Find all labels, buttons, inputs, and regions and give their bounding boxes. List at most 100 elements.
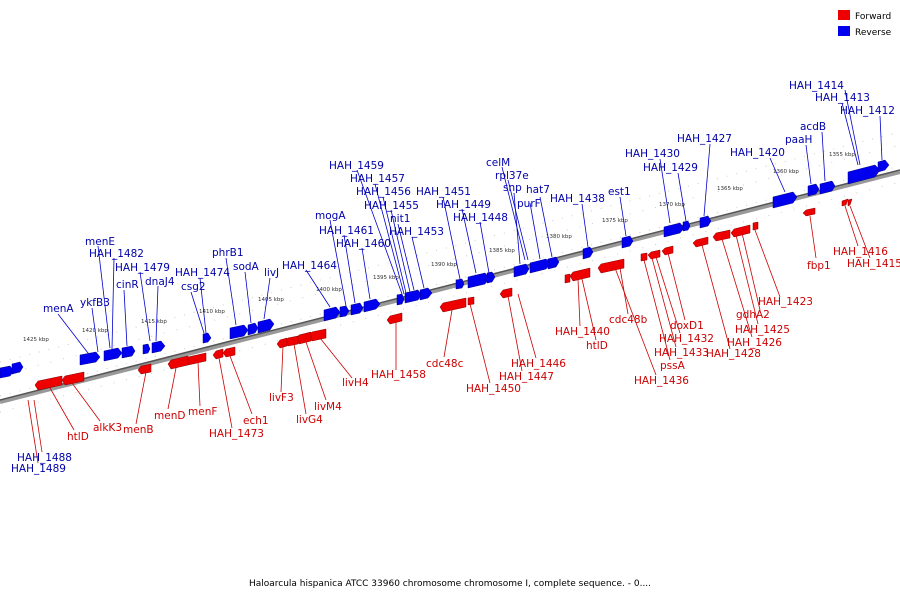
forward-gene-labels: fbp1 HAH_1416 HAH_1415 HAH_1423 gdhA2 HA… — [67, 246, 900, 443]
kbp-label: 1410 kbp — [199, 309, 225, 315]
gene-block — [752, 221, 759, 231]
kbp-label: 1375 kbp — [602, 218, 628, 224]
gene-block — [386, 312, 403, 325]
gene-label: celM — [486, 157, 510, 169]
gene-block — [79, 351, 101, 366]
gene-block — [569, 267, 591, 282]
gene-label: rpl37e — [495, 170, 529, 182]
kbp-label: 1400 kbp — [316, 287, 342, 293]
kbp-label: 1415 kbp — [141, 319, 167, 325]
bottom-left-labels: HAH_1488 HAH_1489 — [11, 452, 72, 475]
gene-block — [819, 180, 836, 195]
gene-block — [142, 343, 151, 355]
gene-label: HAH_1451 — [416, 186, 471, 198]
gene-block — [564, 273, 571, 284]
gene-label: phrB1 — [212, 247, 244, 259]
kbp-label: 1365 kbp — [717, 186, 743, 192]
gene-block — [712, 229, 731, 242]
gene-label: ykfB3 — [80, 297, 110, 309]
kbp-label: 1395 kbp — [373, 275, 399, 281]
gene-label: acdB — [800, 121, 826, 133]
gene-label: HAH_1448 — [453, 212, 508, 224]
gene-block — [529, 258, 551, 274]
gene-label: HAH_1464 — [282, 260, 337, 272]
gene-label: snp — [503, 182, 522, 194]
gene-label: htlD — [586, 340, 608, 352]
gene-label: HAH_1413 — [815, 92, 870, 104]
gene-label: doxD1 — [670, 320, 704, 332]
gene-label: HAH_1457 — [350, 173, 405, 185]
reverse-gene-labels: HAH_1414 HAH_1413 HAH_1412 acdB paaH HAH… — [43, 80, 895, 315]
gene-block — [396, 293, 405, 306]
gene-label: HAH_1430 — [625, 148, 680, 160]
forward-leader-lines — [27, 205, 871, 464]
gene-block — [513, 263, 530, 278]
gene-label: HAH_1460 — [336, 238, 391, 250]
gene-label: HAH_1436 — [634, 375, 689, 387]
gene-block — [257, 318, 275, 334]
gene-label: HAH_1423 — [758, 296, 813, 308]
gene-label: menF — [188, 406, 217, 418]
gene-block — [699, 215, 712, 229]
kbp-label: 1370 kbp — [659, 202, 685, 208]
gene-block — [621, 235, 634, 249]
kbp-label: 1360 kbp — [773, 169, 799, 175]
gene-label: nit1 — [390, 213, 410, 225]
gene-block — [247, 322, 259, 336]
gene-block — [807, 183, 820, 197]
reverse-leader-lines — [57, 89, 883, 354]
gene-block — [682, 220, 691, 232]
gene-block — [34, 375, 63, 391]
gene-label: htlD — [67, 431, 89, 443]
gene-block — [11, 361, 24, 375]
gene-block — [802, 207, 816, 217]
gene-label: livJ — [264, 267, 279, 279]
gene-label: HAH_1482 — [89, 248, 144, 260]
gene-block — [121, 345, 136, 359]
gene-block — [103, 347, 123, 362]
gene-block — [597, 258, 625, 274]
legend-reverse-label: Reverse — [855, 28, 892, 38]
gene-label: HAH_1426 — [727, 337, 782, 349]
gene-label: menE — [85, 236, 115, 248]
gene-label: HAH_1453 — [389, 226, 444, 238]
gene-block — [350, 302, 364, 316]
gene-label: HAH_1429 — [643, 162, 698, 174]
gene-label: HAH_1440 — [555, 326, 610, 338]
gene-block — [455, 278, 465, 290]
gene-label: gdhA2 — [736, 309, 770, 321]
gene-block — [339, 305, 350, 318]
gene-block — [363, 298, 381, 313]
gene-label: livG4 — [296, 414, 323, 426]
backbone — [0, 131, 900, 413]
forward-gene-blocks — [34, 198, 853, 391]
gene-block — [730, 224, 751, 238]
gene-label: livM4 — [314, 401, 342, 413]
gene-label: HAH_1446 — [511, 358, 566, 370]
gene-label: pssA — [660, 360, 686, 372]
gene-label: purF — [517, 198, 541, 210]
gene-label: HAH_1432 — [659, 333, 714, 345]
gene-label: ech1 — [243, 415, 269, 427]
gene-block — [467, 296, 475, 306]
reverse-gene-blocks — [0, 159, 890, 379]
gene-label: csg2 — [181, 281, 206, 293]
gene-block — [308, 328, 327, 342]
gene-block — [663, 222, 685, 238]
gene-label: HAH_1449 — [436, 199, 491, 211]
kbp-label: 1380 kbp — [546, 234, 572, 240]
legend: Forward Reverse — [838, 10, 892, 38]
gene-label: HAH_1455 — [364, 200, 419, 212]
gene-label: HAH_1456 — [356, 186, 411, 198]
gene-label: HAH_1479 — [115, 262, 170, 274]
gene-label: HAH_1489 — [11, 463, 66, 475]
gene-label: HAH_1438 — [550, 193, 605, 205]
gene-label: HAH_1427 — [677, 133, 732, 145]
gene-block — [547, 256, 560, 270]
gene-block — [692, 236, 709, 248]
gene-label: alkK3 — [93, 422, 122, 434]
gene-label: HAH_1414 — [789, 80, 844, 92]
gene-block — [640, 252, 648, 262]
gene-label: paaH — [785, 134, 812, 146]
